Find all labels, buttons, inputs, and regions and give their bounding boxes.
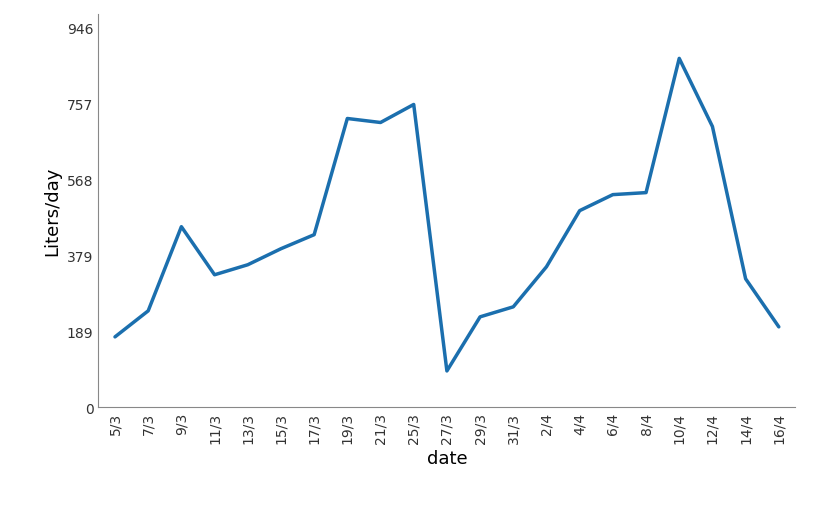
X-axis label: date: date bbox=[426, 448, 467, 467]
Y-axis label: Liters/day: Liters/day bbox=[43, 166, 61, 256]
